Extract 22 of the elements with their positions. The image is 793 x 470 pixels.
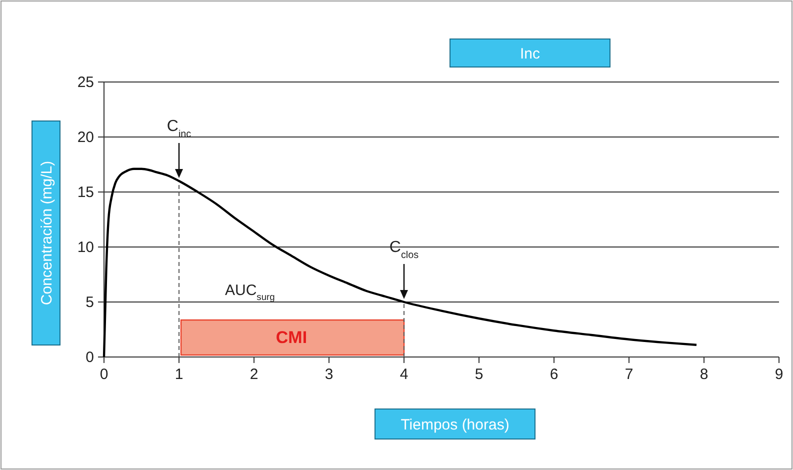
line-series	[102, 168, 698, 358]
x-tick-label: 9	[774, 366, 784, 383]
band-label: CMI	[276, 328, 308, 347]
y-tick-label: 20	[77, 129, 94, 146]
x-tick-label: 0	[100, 366, 108, 383]
x-tick-label: 2	[250, 366, 258, 383]
x-tick-label: 8	[700, 366, 708, 383]
y-tick-label: 0	[86, 349, 94, 366]
y-tick-label: 15	[77, 184, 94, 201]
annotation: AUC$_{surg}$	[225, 282, 275, 302]
x-tick-label: 4	[400, 366, 408, 383]
x-tick-label: 6	[550, 366, 558, 383]
x-tick-label: 3	[324, 366, 334, 383]
chart-title: Inc	[520, 46, 540, 62]
y-tick-label: 10	[77, 239, 94, 256]
x-axis-title: Tiempos (horas)	[400, 416, 510, 434]
y-tick-label: 5	[86, 294, 94, 311]
x-tick-label: 7	[624, 366, 634, 383]
x-tick-label: 1	[174, 366, 184, 383]
y-tick-label: 25	[77, 74, 94, 91]
x-tick-label: 5	[474, 366, 484, 383]
y-axis-title: Concentración (mg/L)	[38, 160, 56, 306]
